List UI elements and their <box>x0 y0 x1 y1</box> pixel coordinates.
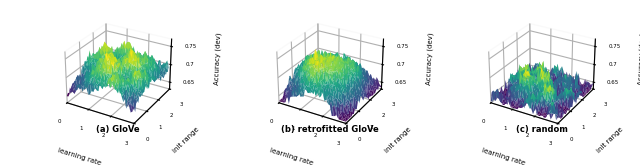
Title: (a) GloVe: (a) GloVe <box>96 125 140 134</box>
X-axis label: learning rate: learning rate <box>57 147 102 165</box>
Title: (c) random: (c) random <box>516 125 568 134</box>
Title: (b) retrofitted GloVe: (b) retrofitted GloVe <box>281 125 378 134</box>
Y-axis label: init range: init range <box>172 126 200 154</box>
Y-axis label: init range: init range <box>595 126 624 154</box>
X-axis label: learning rate: learning rate <box>481 147 525 165</box>
Y-axis label: init range: init range <box>383 126 412 154</box>
X-axis label: learning rate: learning rate <box>269 147 314 165</box>
